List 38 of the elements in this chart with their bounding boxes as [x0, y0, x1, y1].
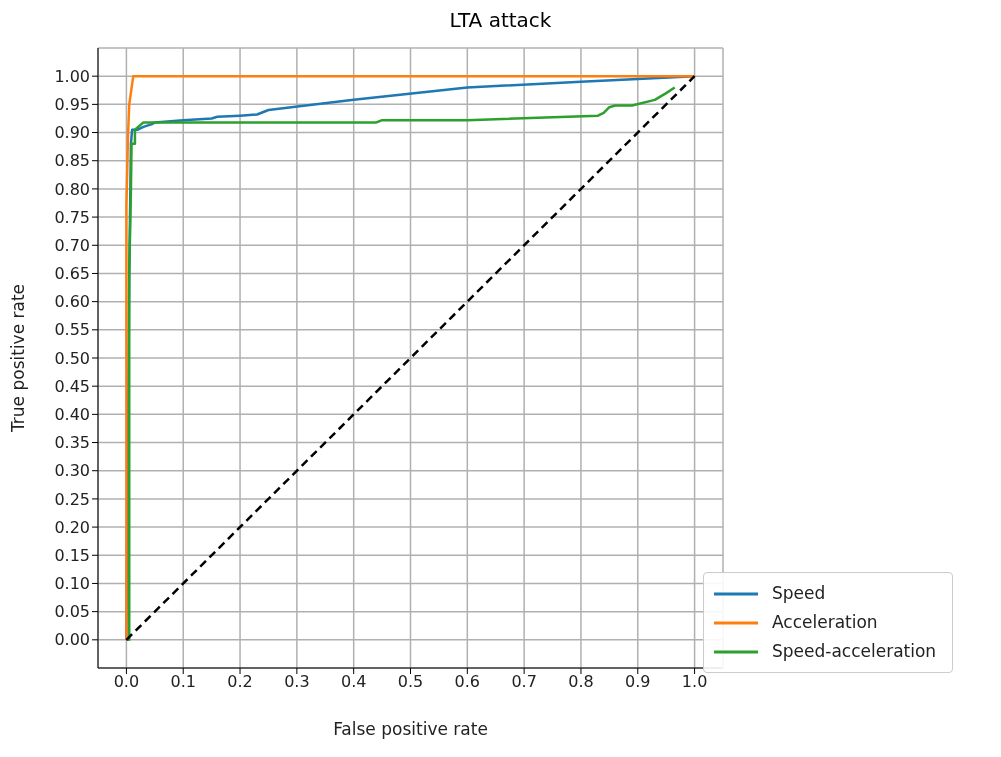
y-tick-label: 0.10	[54, 574, 90, 594]
y-tick-label: 0.95	[54, 95, 90, 115]
y-tick-label: 0.05	[54, 602, 90, 622]
x-tick-label: 0.8	[568, 672, 594, 692]
y-tick-label: 0.70	[54, 235, 90, 255]
y-tick-label: 0.60	[54, 292, 90, 312]
x-axis-title: False positive rate	[333, 719, 488, 740]
y-axis-title: True positive rate	[8, 283, 29, 434]
legend-label: Speed-acceleration	[772, 640, 937, 663]
x-tick-label: 0.3	[284, 672, 310, 692]
y-tick-label: 0.20	[54, 517, 90, 537]
x-tick-label: 0.4	[340, 672, 367, 692]
chart-title: LTA attack	[448, 8, 553, 34]
y-tick-label: 0.65	[54, 264, 90, 284]
legend-label: Acceleration	[772, 611, 878, 634]
y-tick-label: 1.00	[54, 66, 90, 86]
x-tick-label: 0.5	[397, 672, 424, 692]
y-tick-label: 0.35	[54, 433, 90, 453]
x-tick-label: 0.6	[454, 672, 481, 692]
y-tick-label: 0.25	[54, 489, 90, 509]
y-tick-label: 0.50	[54, 348, 90, 368]
x-tick-label: 1.0	[681, 672, 708, 692]
x-tick-label: 0.2	[227, 672, 253, 692]
x-tick-label: 0.1	[170, 672, 196, 692]
y-tick-label: 0.80	[54, 179, 90, 199]
y-tick-label: 0.90	[54, 123, 90, 143]
x-tick-label: 0.9	[625, 672, 651, 692]
y-tick-label: 0.30	[54, 461, 90, 481]
x-tick-label: 0.0	[113, 672, 140, 692]
x-tick-label: 0.7	[511, 672, 537, 692]
y-tick-label: 0.00	[54, 630, 90, 650]
y-tick-label: 0.15	[54, 545, 90, 565]
y-tick-label: 0.45	[54, 376, 90, 396]
y-tick-label: 0.40	[54, 405, 90, 425]
legend-label: Speed	[772, 582, 826, 605]
y-tick-label: 0.55	[54, 320, 90, 340]
y-tick-label: 0.85	[54, 151, 90, 171]
y-tick-label: 0.75	[54, 207, 90, 227]
